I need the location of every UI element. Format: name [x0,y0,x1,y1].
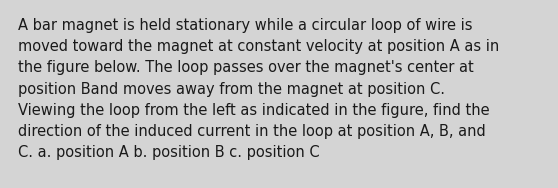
Text: A bar magnet is held stationary while a circular loop of wire is
moved toward th: A bar magnet is held stationary while a … [18,18,499,160]
